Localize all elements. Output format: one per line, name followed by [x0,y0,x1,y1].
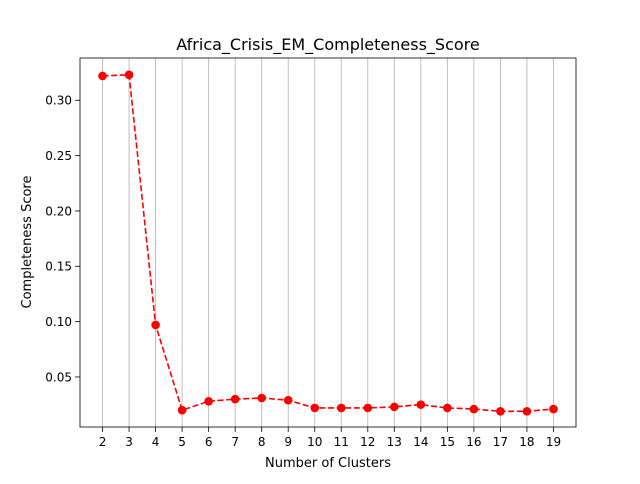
x-tick-label: 5 [178,435,186,449]
data-point [283,395,293,405]
x-tick-label: 18 [519,435,534,449]
x-tick-label: 15 [440,435,455,449]
data-point [363,403,373,413]
data-point [416,400,426,409]
x-tick-label: 14 [413,435,428,449]
data-point [522,406,532,416]
x-axis-label: Number of Clusters [265,456,391,471]
x-tick-label: 12 [360,435,375,449]
data-point [336,403,346,413]
series-line [102,74,554,413]
x-axis: 2 3 4 5 6 7 8 9 10 11 12 13 14 15 16 17 18 19 [99,427,561,449]
x-tick-label: 8 [258,435,266,449]
y-tick-label: 0.25 [45,149,72,163]
y-tick-label: 0.10 [45,315,72,329]
data-point [230,394,240,404]
y-tick-label: 0.05 [45,370,72,384]
data-point [443,403,452,413]
grid-layer [102,58,554,427]
data-point [151,320,160,330]
x-tick-label: 3 [125,435,133,449]
x-tick-label: 2 [99,435,107,449]
data-point [124,70,134,80]
plot-frame [79,57,577,428]
x-tick-label: 11 [334,435,349,449]
y-tick-label: 0.15 [45,260,72,274]
x-tick-label: 19 [546,435,561,449]
y-axis-label: Completeness Score [20,176,35,309]
data-point [390,402,399,412]
x-tick-label: 10 [307,435,322,449]
data-point [549,404,558,414]
series-layer [98,70,558,416]
x-tick-label: 9 [284,435,292,449]
x-tick-label: 7 [231,435,239,449]
y-tick-label: 0.30 [45,94,72,108]
x-tick-label: 13 [387,435,402,449]
x-tick-label: 4 [152,435,160,449]
data-point [177,405,187,415]
data-point [496,406,505,416]
data-point [257,393,266,403]
x-tick-label: 16 [466,435,481,449]
chart-title: Africa_Crisis_EM_Completeness_Score [176,35,479,55]
data-point [469,404,479,414]
data-point [98,71,107,81]
y-tick-label: 0.20 [45,204,72,218]
x-tick-label: 6 [205,435,213,449]
x-tick-label: 17 [493,435,508,449]
data-point [310,403,320,413]
data-point [204,397,213,406]
y-axis: 0.05 0.10 0.15 0.20 0.25 0.30 [45,94,80,384]
